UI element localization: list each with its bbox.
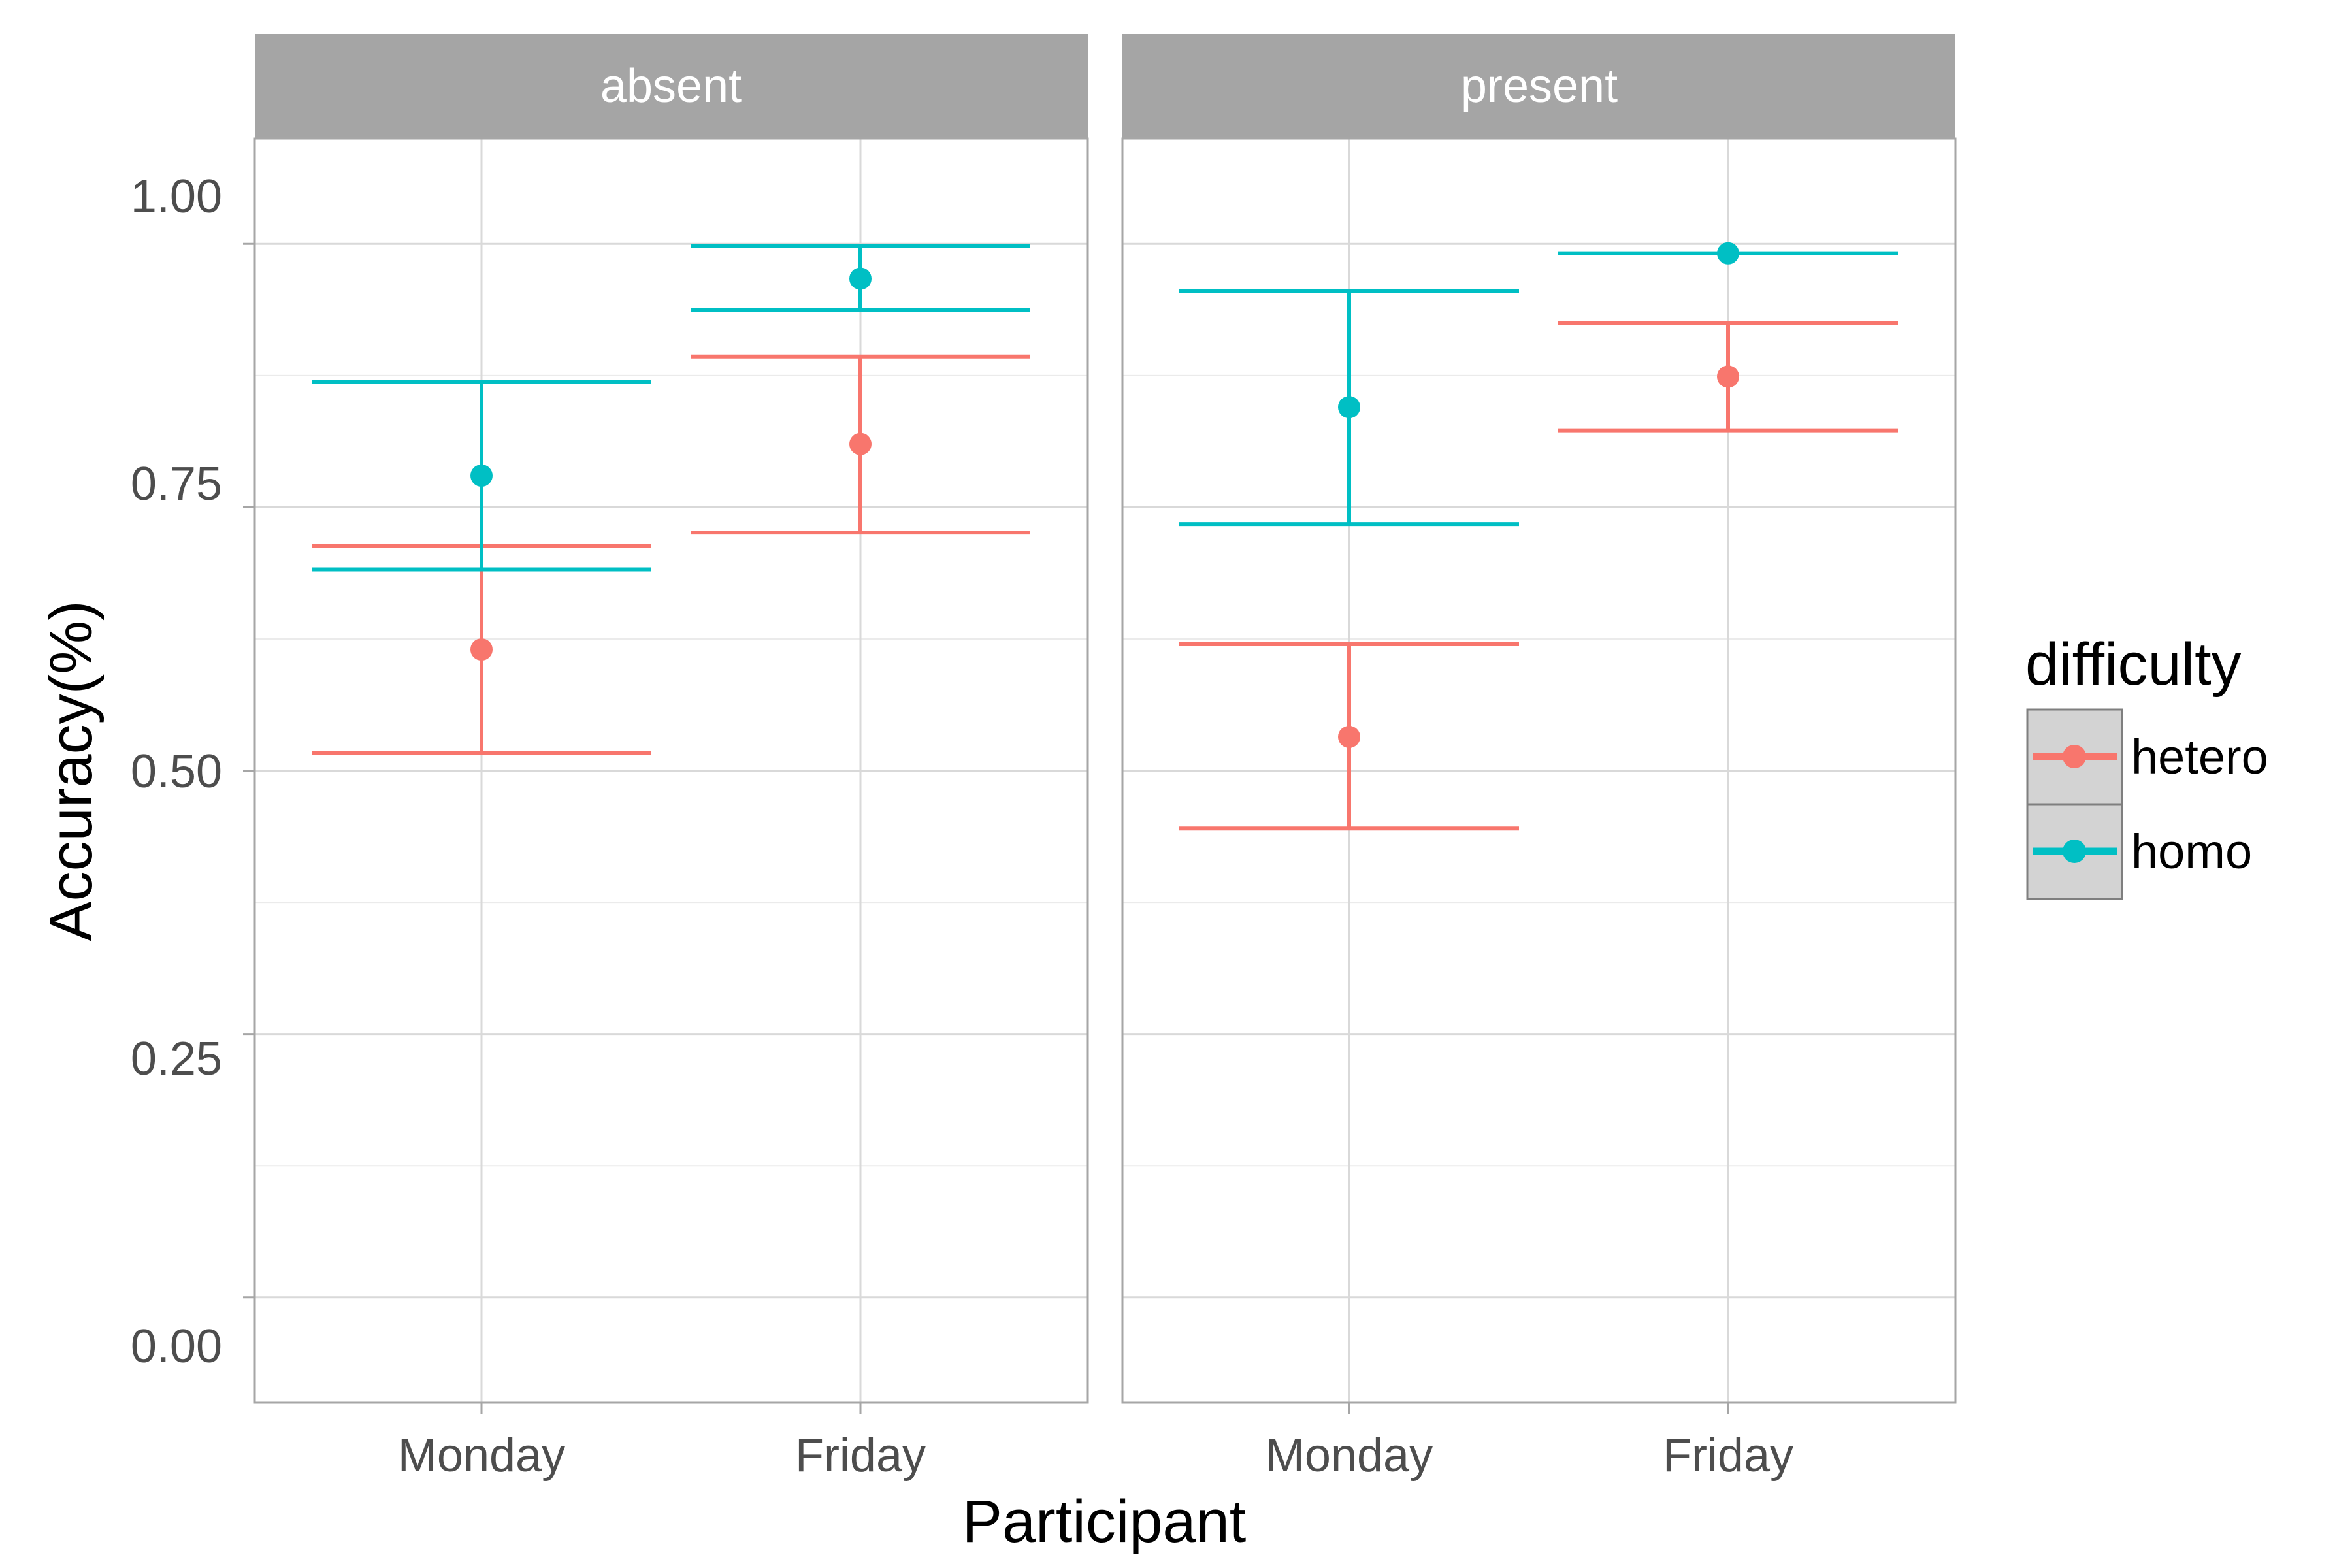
- strip-label-present: present: [1461, 60, 1618, 112]
- y-tick-label-1: 0.25: [131, 1033, 222, 1085]
- errorbar-hetero-monday: [1179, 642, 1519, 831]
- panel-absent: absent Monday Friday: [243, 34, 1089, 1482]
- errorbar-homo-monday: [312, 380, 651, 572]
- point-homo-friday: [849, 267, 872, 290]
- point-homo-monday: [470, 465, 493, 487]
- point-hetero-monday: [1338, 725, 1360, 748]
- point-hetero-friday: [1717, 365, 1739, 388]
- strip-absent: [255, 34, 1088, 139]
- errorbars-absent: [312, 244, 1030, 755]
- errorbar-homo-friday: [1558, 242, 1898, 265]
- x-tick-label-friday-absent: Friday: [795, 1429, 926, 1482]
- x-tick-label-monday-present: Monday: [1266, 1429, 1433, 1482]
- point-hetero-monday: [470, 638, 493, 661]
- y-tick-label-2: 0.50: [131, 745, 222, 798]
- legend-item-hetero: hetero: [2026, 708, 2268, 806]
- point-homo-monday: [1338, 396, 1360, 419]
- errorbar-hetero-friday: [1558, 321, 1898, 433]
- errorbar-homo-friday: [691, 244, 1030, 312]
- errorbar-hetero-friday: [691, 354, 1030, 535]
- x-tick-label-monday-absent: Monday: [398, 1429, 565, 1482]
- panel-border-absent: [253, 137, 1089, 1404]
- x-tick-label-friday-present: Friday: [1663, 1429, 1793, 1482]
- legend-title: difficulty: [2025, 631, 2242, 698]
- strip-present: [1122, 34, 1955, 139]
- y-axis: 0.00 0.25 0.50 0.75 1.00: [131, 171, 222, 1373]
- y-axis-title: Accuracy(%): [38, 600, 105, 941]
- legend-point-homo: [2063, 840, 2086, 863]
- y-tick-label-4: 1.00: [131, 171, 222, 223]
- point-hetero-friday: [849, 433, 872, 455]
- y-tick-label-0: 0.00: [131, 1320, 222, 1373]
- point-homo-friday: [1717, 242, 1739, 265]
- x-axis-title: Participant: [962, 1488, 1247, 1555]
- legend-label-hetero: hetero: [2131, 730, 2268, 784]
- legend-item-homo: homo: [2026, 803, 2252, 900]
- legend-point-hetero: [2063, 745, 2086, 768]
- y-tick-label-3: 0.75: [131, 458, 222, 510]
- grid-absent: [243, 139, 1088, 1414]
- panel-present: present Monday Friday: [1121, 34, 1957, 1482]
- legend-label-homo: homo: [2131, 825, 2252, 879]
- legend: difficulty hetero homo: [2025, 631, 2268, 900]
- panel-border-present: [1121, 137, 1957, 1404]
- errorbar-homo-monday: [1179, 289, 1519, 527]
- errorbars-present: [1179, 242, 1898, 831]
- strip-label-absent: absent: [600, 60, 742, 112]
